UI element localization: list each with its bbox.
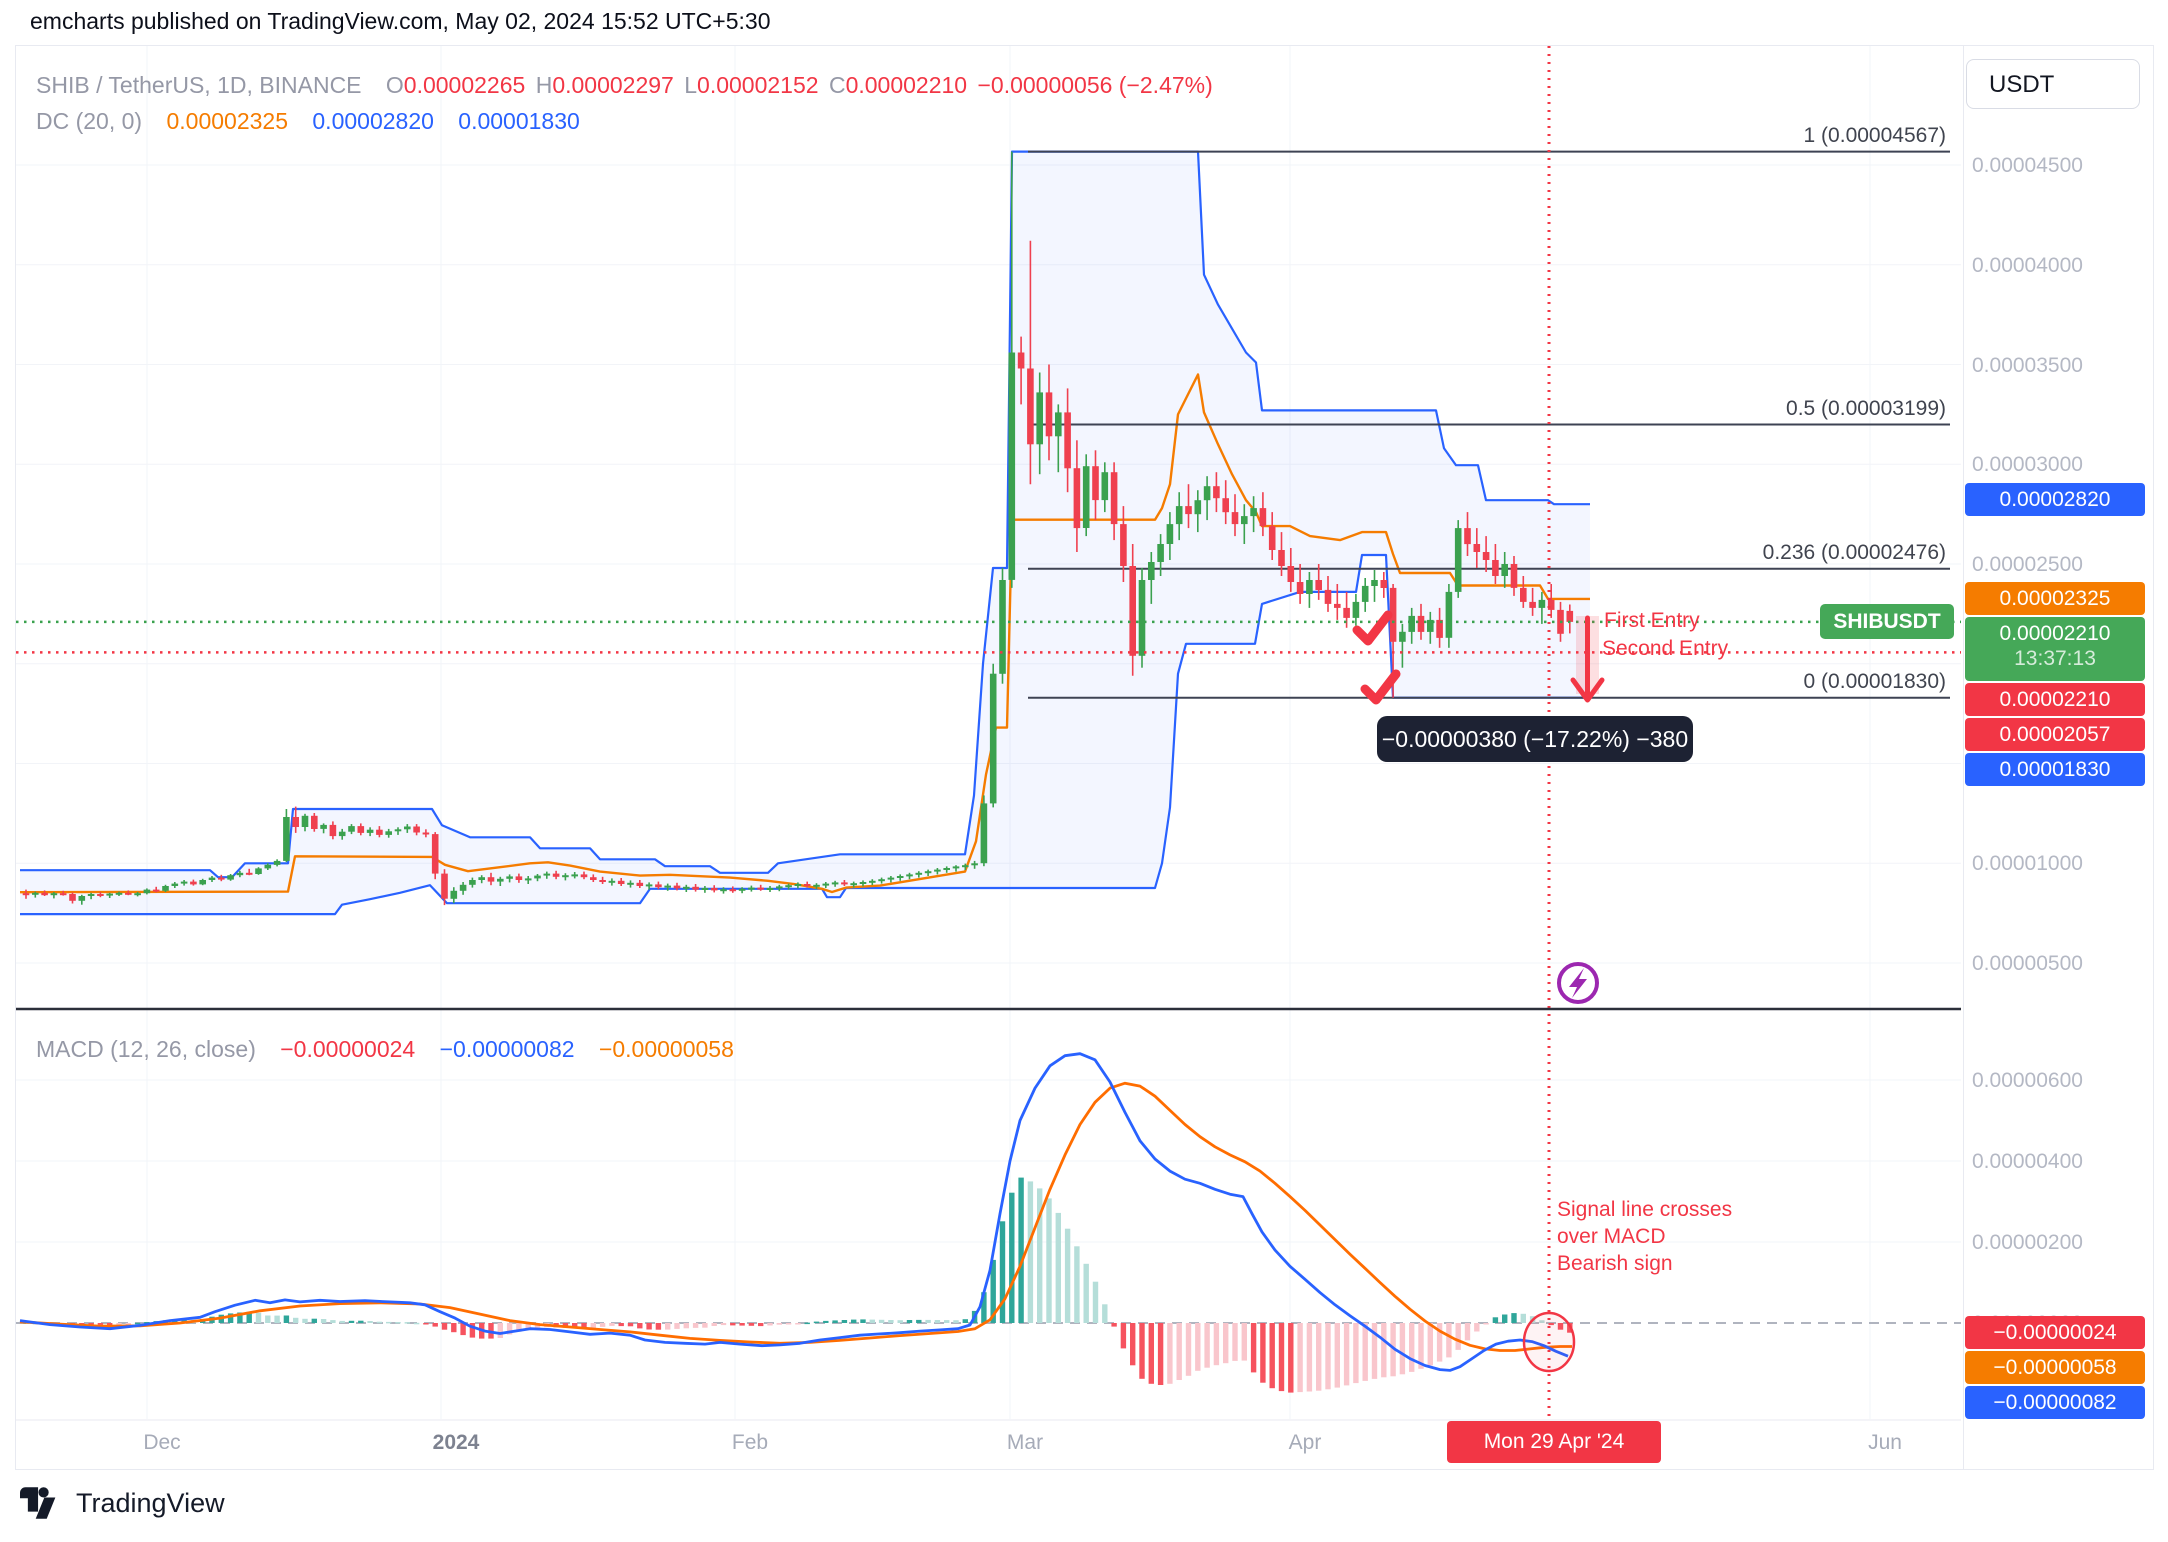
price-tick: 0.00001000 (1972, 852, 2083, 876)
price-axis-badge: 0.00002820 (1965, 483, 2145, 517)
price-axis-badge: −0.00000024 (1965, 1315, 2145, 1349)
time-axis-label: 2024 (432, 1431, 480, 1454)
close-value: 0.00002210 (845, 72, 968, 98)
price-tick: 0.00004500 (1972, 154, 2083, 177)
fib-label-1: 1 (0.00004567) (1803, 123, 1946, 147)
chart-canvas[interactable] (15, 45, 1962, 1475)
macd-hist-value: −0.00000024 (280, 1036, 416, 1062)
fib-label-0236: 0.236 (0.00002476) (1762, 540, 1946, 564)
open-value: 0.00002265 (403, 72, 526, 98)
badge-countdown: 13:37:13 (2014, 646, 2096, 670)
high-value: 0.00002297 (552, 72, 674, 98)
price-tick: 0.00000200 (1972, 1231, 2083, 1254)
macd-note-line3: Bearish sign (1557, 1252, 1673, 1275)
price-axis-badge: −0.00000082 (1965, 1385, 2145, 1419)
change-value: −0.00000056 (−2.47%) (977, 72, 1213, 98)
price-axis-badge: 0.00002210 13:37:13 (1965, 616, 2145, 681)
time-axis-label: Mar (1006, 1431, 1044, 1454)
fib-label-0: 0 (0.00001830) (1803, 669, 1946, 693)
dc-lower-value: 0.00001830 (458, 108, 580, 134)
tradingview-brand[interactable]: TradingView (20, 1483, 225, 1523)
price-axis-badge: 0.00002325 (1965, 581, 2145, 615)
chart-frame (15, 45, 2154, 1470)
dc-upper-value: 0.00002820 (312, 108, 434, 134)
price-scale[interactable]: USDT 0.00004500 0.00004000 0.00003500 0.000… (1963, 45, 2155, 1470)
time-scale[interactable]: Dec 2024 Feb Mar Apr Jun (15, 1421, 1962, 1470)
open-label: O (385, 72, 404, 98)
time-axis-label: Jun (1868, 1431, 1902, 1454)
price-line-symbol-flag: SHIBUSDT (1820, 604, 1954, 639)
macd-note-line2: over MACD (1557, 1225, 1666, 1248)
close-label: C (828, 72, 846, 98)
donchian-legend-row: DC (20, 0) 0.00002325 0.00002820 0.00001… (36, 108, 584, 135)
macd-indicator-label[interactable]: MACD (12, 26, close) (36, 1036, 256, 1062)
high-label: H (535, 72, 553, 98)
macd-note-line1: Signal line crosses (1557, 1198, 1733, 1221)
time-axis-label: Dec (143, 1431, 181, 1454)
crosshair-date-badge: Mon 29 Apr '24 (1447, 1421, 1661, 1463)
symbol-title[interactable]: SHIB / TetherUS, 1D, BINANCE (36, 72, 362, 98)
price-tick: 0.00000400 (1972, 1150, 2083, 1173)
low-label: L (684, 72, 698, 98)
currency-toggle-button[interactable]: USDT (1966, 59, 2140, 109)
price-axis-badge: −0.00000058 (1965, 1350, 2145, 1384)
tradingview-brand-text: TradingView (76, 1487, 225, 1518)
price-tick: 0.00002500 (1972, 553, 2083, 576)
symbol-legend-row: SHIB / TetherUS, 1D, BINANCE O0.00002265… (36, 72, 1217, 99)
price-tick: 0.00000600 (1972, 1069, 2083, 1092)
macd-signal-value: −0.00000058 (598, 1036, 734, 1062)
low-value: 0.00002152 (697, 72, 819, 98)
macd-legend-row: MACD (12, 26, close) −0.00000024 −0.0000… (36, 1036, 738, 1063)
price-tick: 0.00003000 (1972, 453, 2083, 477)
time-axis-label: Feb (731, 1431, 769, 1454)
plot-svg (16, 46, 1961, 1462)
price-axis-badge: 0.00001830 (1965, 752, 2145, 786)
tradingview-logo-icon (20, 1487, 56, 1519)
price-axis-badge: 0.00002057 (1965, 717, 2145, 751)
price-tick: 0.00004000 (1972, 253, 2083, 277)
first-entry-note: First Entry (1604, 609, 1700, 632)
dc-basis-value: 0.00002325 (166, 108, 288, 134)
measure-tooltip: −0.00000380 (−17.22%) −380 (1377, 716, 1693, 762)
published-header: emcharts published on TradingView.com, M… (30, 8, 771, 34)
price-axis-badge: 0.00002210 (1965, 682, 2145, 716)
macd-bearish-note: Signal line crosses over MACD Bearish si… (1557, 1196, 1732, 1277)
fib-label-05: 0.5 (0.00003199) (1786, 396, 1946, 420)
price-tick: 0.00000500 (1972, 952, 2083, 975)
dc-indicator-label[interactable]: DC (20, 0) (36, 108, 143, 134)
time-axis-label: Apr (1288, 1431, 1322, 1454)
second-entry-note: Second Entry (1602, 637, 1729, 660)
price-tick: 0.00003500 (1972, 353, 2083, 377)
macd-line-value: −0.00000082 (439, 1036, 575, 1062)
